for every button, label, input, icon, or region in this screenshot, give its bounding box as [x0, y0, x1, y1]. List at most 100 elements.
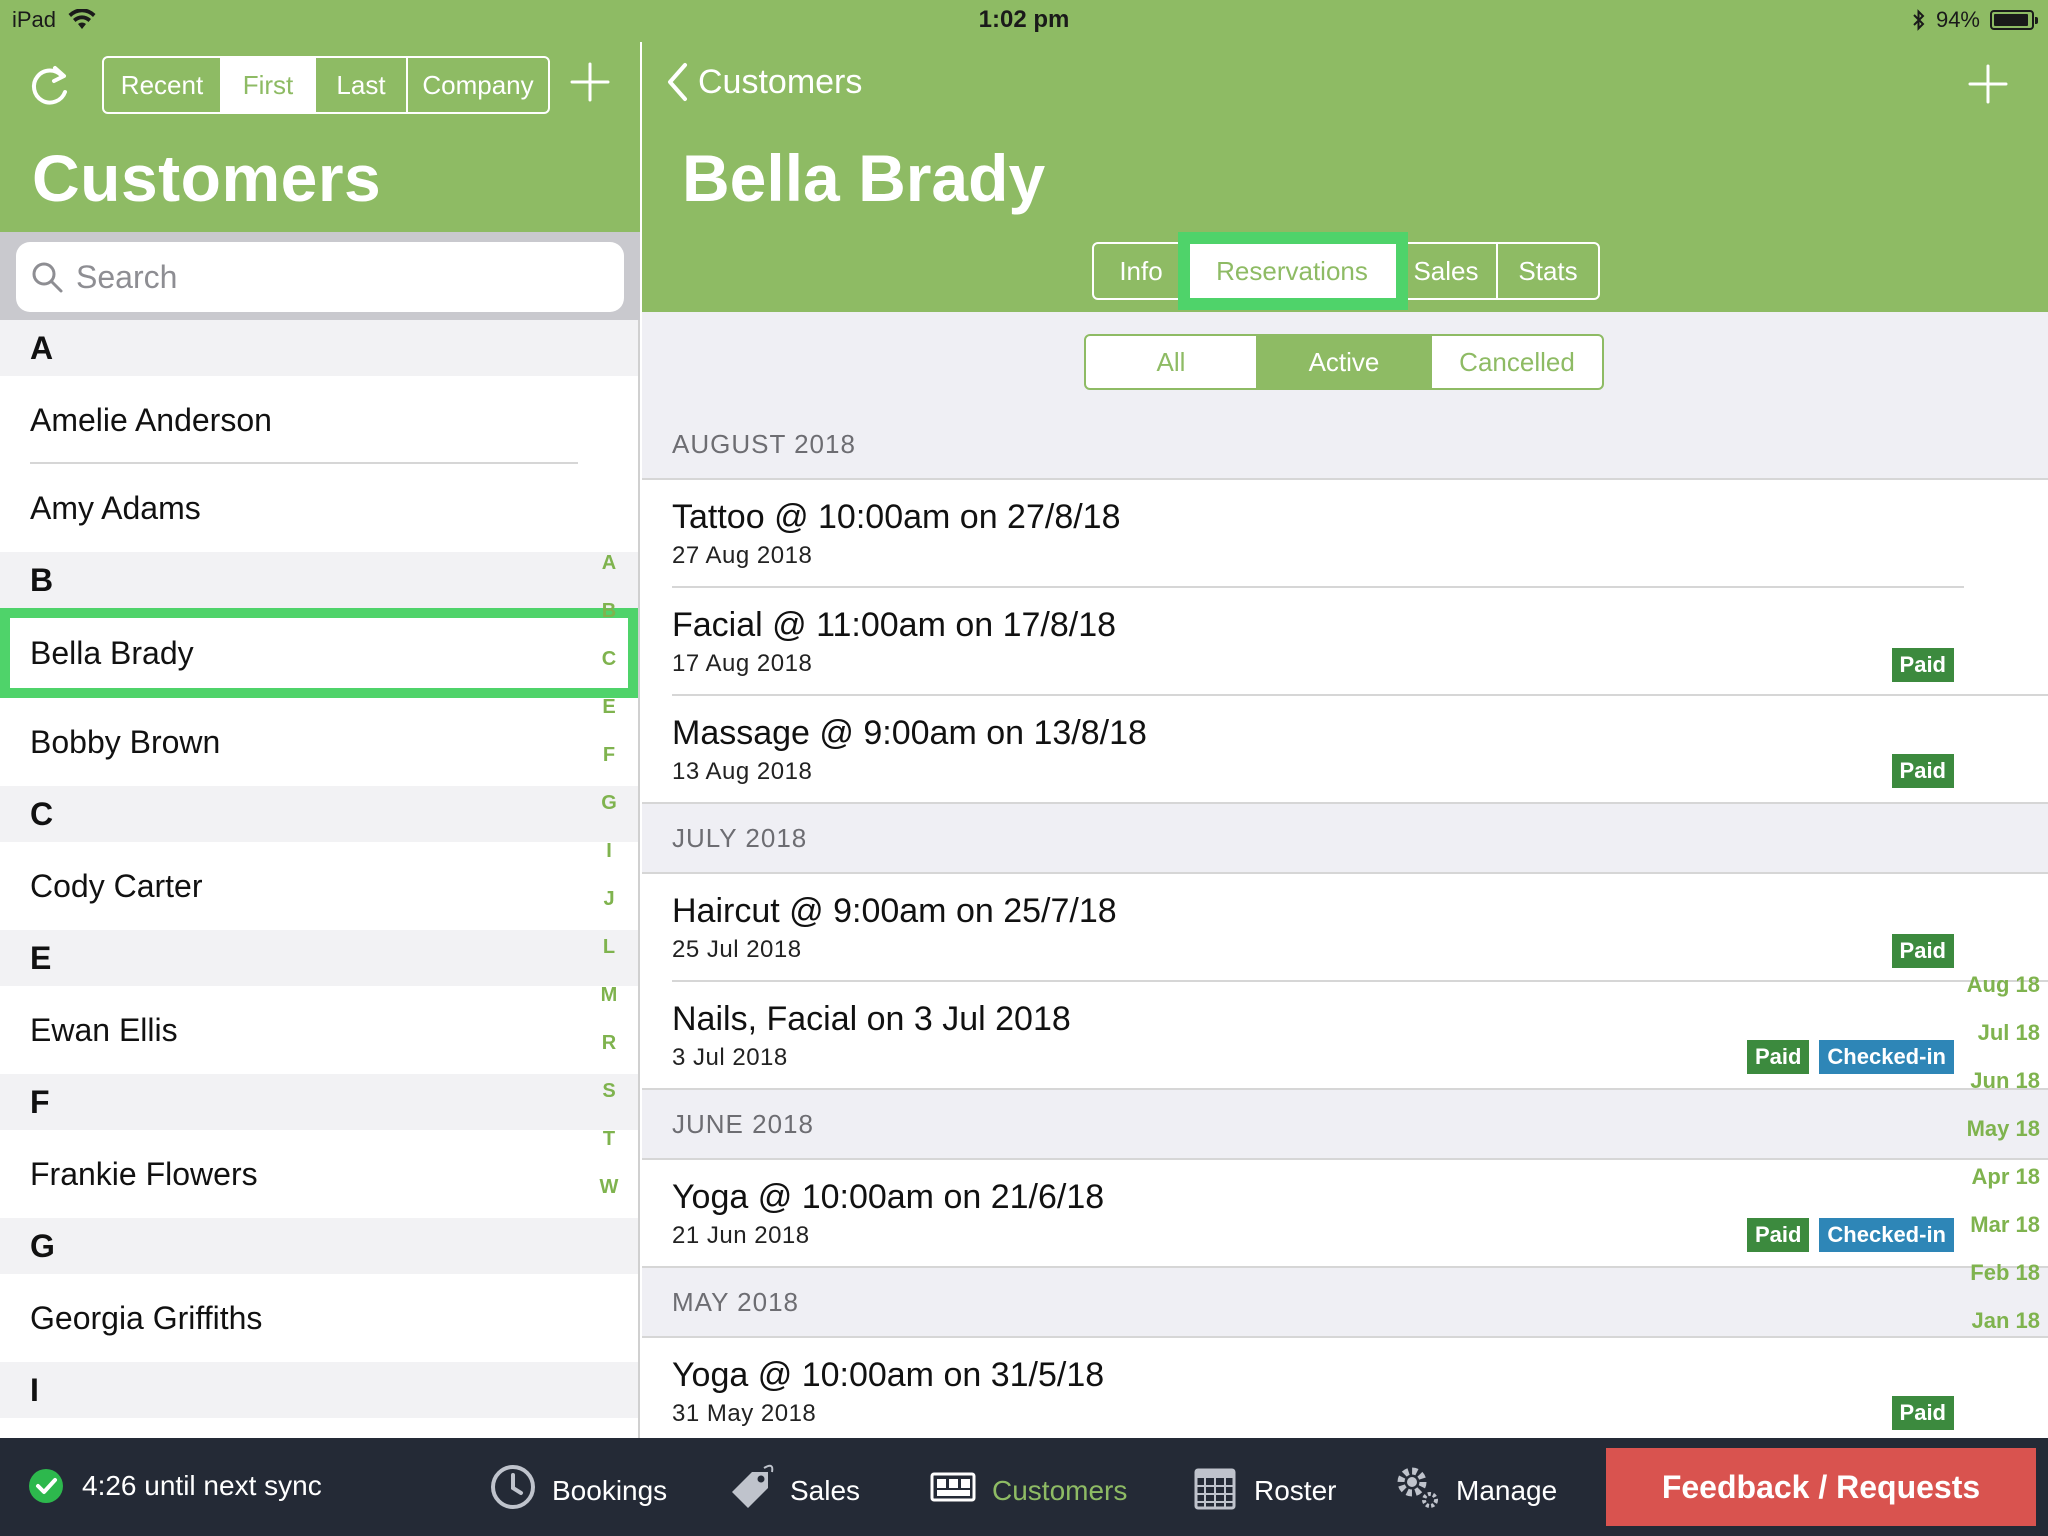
index-letter-w[interactable]: W	[599, 1176, 619, 1198]
device-label: iPad	[12, 7, 57, 32]
search-icon	[32, 262, 63, 293]
nav-customers[interactable]: Customers	[928, 1462, 1127, 1519]
add-customer-icon[interactable]	[568, 60, 612, 104]
index-letter-e[interactable]: E	[602, 696, 616, 718]
search-input[interactable]	[76, 258, 596, 296]
index-letter-g[interactable]: G	[601, 792, 617, 814]
check-circle-icon	[29, 1469, 63, 1503]
nav-label: Bookings	[552, 1474, 668, 1506]
sort-first[interactable]: First	[222, 58, 316, 112]
month-header: MAY 2018	[642, 1268, 2048, 1338]
month-header: JUNE 2018	[642, 1090, 2048, 1160]
index-letter-c[interactable]: C	[601, 648, 617, 670]
sort-recent[interactable]: Recent	[104, 58, 222, 112]
index-letter-a[interactable]: A	[601, 552, 617, 574]
reservation-date: 3 Jul 2018	[672, 1044, 788, 1071]
reservation-date: 21 Jun 2018	[672, 1222, 810, 1249]
back-button[interactable]: Customers	[666, 62, 862, 102]
reservations-panel: All Active Cancelled AUGUST 2018 Tattoo @ 1…	[642, 312, 2048, 1438]
filter-cancelled[interactable]: Cancelled	[1459, 346, 1575, 377]
alphabet-index[interactable]: A B C E F G I J L M R S T W	[596, 552, 622, 1232]
customer-row[interactable]: Bobby Brown	[0, 698, 638, 786]
filter-active[interactable]: Active	[1258, 336, 1432, 388]
customer-row[interactable]: Amelie Anderson	[0, 376, 638, 464]
clock-icon	[488, 1462, 538, 1519]
index-letter-l[interactable]: L	[602, 936, 616, 958]
month-index-item[interactable]: May 18	[1966, 1116, 2040, 1141]
reservation-title: Facial @ 11:00am on 17/8/18	[672, 606, 1117, 644]
section-header: B	[0, 552, 638, 608]
customer-row[interactable]: Georgia Griffiths	[0, 1274, 638, 1362]
reservation-row[interactable]: Massage @ 9:00am on 13/8/18 13 Aug 2018 Pa…	[642, 696, 2048, 804]
reservation-row[interactable]: Nails, Facial on 3 Jul 2018 3 Jul 2018 Pai…	[642, 982, 2048, 1090]
month-index-item[interactable]: Feb 18	[1970, 1260, 2040, 1285]
reservation-title: Massage @ 9:00am on 13/8/18	[672, 714, 1147, 752]
index-letter-r[interactable]: R	[601, 1032, 617, 1054]
customer-list: A Amelie Anderson Amy Adams B Bella Brady Bob…	[0, 320, 640, 1438]
status-right: 94%	[1912, 7, 2038, 33]
customer-row[interactable]: Ewan Ellis	[0, 986, 638, 1074]
status-badges: Paid	[1891, 754, 1954, 788]
paid-badge: Paid	[1746, 1218, 1810, 1252]
tab-reservations[interactable]: Reservations	[1178, 232, 1408, 310]
reservation-row[interactable]: Facial @ 11:00am on 17/8/18 17 Aug 2018 Pa…	[642, 588, 2048, 696]
nav-roster[interactable]: Roster	[1190, 1462, 1336, 1519]
feedback-button[interactable]: Feedback / Requests	[1606, 1448, 2036, 1526]
filter-all[interactable]: All	[1086, 336, 1258, 388]
index-letter-f[interactable]: F	[602, 744, 616, 766]
sort-company[interactable]: Company	[422, 69, 534, 100]
battery-icon	[1990, 10, 2038, 30]
reservation-row[interactable]: Yoga @ 10:00am on 31/5/18 31 May 2018 Paid	[642, 1338, 2048, 1438]
reservation-title: Haircut @ 9:00am on 25/7/18	[672, 892, 1117, 930]
battery-level	[1994, 14, 2028, 26]
calendar-icon	[1190, 1462, 1240, 1519]
sync-text: 4:26 until next sync	[82, 1470, 322, 1501]
month-index-item[interactable]: Apr 18	[1971, 1164, 2040, 1189]
month-index-item[interactable]: Jul 18	[1977, 1020, 2040, 1045]
tab-info[interactable]: Info	[1094, 244, 1190, 298]
reservation-row[interactable]: Haircut @ 9:00am on 25/7/18 25 Jul 2018 Pa…	[642, 874, 2048, 982]
month-index-item[interactable]: Mar 18	[1970, 1212, 2040, 1237]
detail-header: Customers Bella Brady Info Reservations Sa…	[642, 42, 2048, 312]
index-letter-t[interactable]: T	[602, 1128, 616, 1150]
reservation-title: Tattoo @ 10:00am on 27/8/18	[672, 498, 1121, 536]
customer-row[interactable]: Cody Carter	[0, 842, 638, 930]
month-index[interactable]: Aug 18 Jul 18 Jun 18 May 18 Apr 18 Mar 18 Feb …	[1960, 972, 2040, 1372]
nav-bookings[interactable]: Bookings	[488, 1462, 667, 1519]
index-letter-i[interactable]: I	[606, 840, 612, 862]
clock: 1:02 pm	[978, 6, 1070, 33]
index-letter-m[interactable]: M	[600, 984, 618, 1006]
bluetooth-icon	[1913, 9, 1925, 31]
status-badges: Paid	[1891, 934, 1954, 968]
nav-label: Sales	[790, 1474, 861, 1506]
customer-name-title: Bella Brady	[682, 141, 1046, 215]
month-index-item[interactable]: Aug 18	[1966, 972, 2040, 997]
section-header: I	[0, 1362, 638, 1418]
add-reservation-icon[interactable]	[1966, 62, 2010, 106]
month-header: AUGUST 2018	[642, 410, 2048, 480]
reservation-row[interactable]: Yoga @ 10:00am on 21/6/18 21 Jun 2018 Paid…	[642, 1160, 2048, 1268]
nav-sales[interactable]: Sales	[726, 1462, 860, 1519]
index-letter-s[interactable]: S	[602, 1080, 616, 1102]
index-letter-b[interactable]: B	[601, 600, 617, 622]
month-index-item[interactable]: Jun 18	[1970, 1068, 2040, 1093]
index-letter-j[interactable]: J	[603, 888, 615, 910]
page-title: Customers	[32, 141, 382, 215]
status-badges: Paid	[1891, 648, 1954, 682]
paid-badge: Paid	[1891, 754, 1954, 788]
customers-header: Recent First Last Company Customers	[0, 42, 640, 232]
refresh-icon[interactable]	[26, 62, 74, 110]
tab-stats[interactable]: Stats	[1518, 255, 1578, 286]
nav-manage[interactable]: Manage	[1392, 1462, 1557, 1519]
customer-row[interactable]: Frankie Flowers	[0, 1130, 638, 1218]
status-badges: Paid Checked-in	[1746, 1040, 1954, 1074]
reservation-row[interactable]: Tattoo @ 10:00am on 27/8/18 27 Aug 2018	[642, 480, 2048, 588]
tab-sales[interactable]: Sales	[1396, 244, 1498, 298]
status-badges: Paid Checked-in	[1746, 1218, 1954, 1252]
month-index-item[interactable]: Jan 18	[1971, 1308, 2041, 1333]
customer-row[interactable]: Bella Brady	[0, 608, 638, 698]
sort-last[interactable]: Last	[316, 58, 408, 112]
customer-row[interactable]: Amy Adams	[0, 464, 638, 552]
search-box[interactable]	[16, 242, 624, 312]
battery-percent: 94%	[1935, 7, 1980, 32]
